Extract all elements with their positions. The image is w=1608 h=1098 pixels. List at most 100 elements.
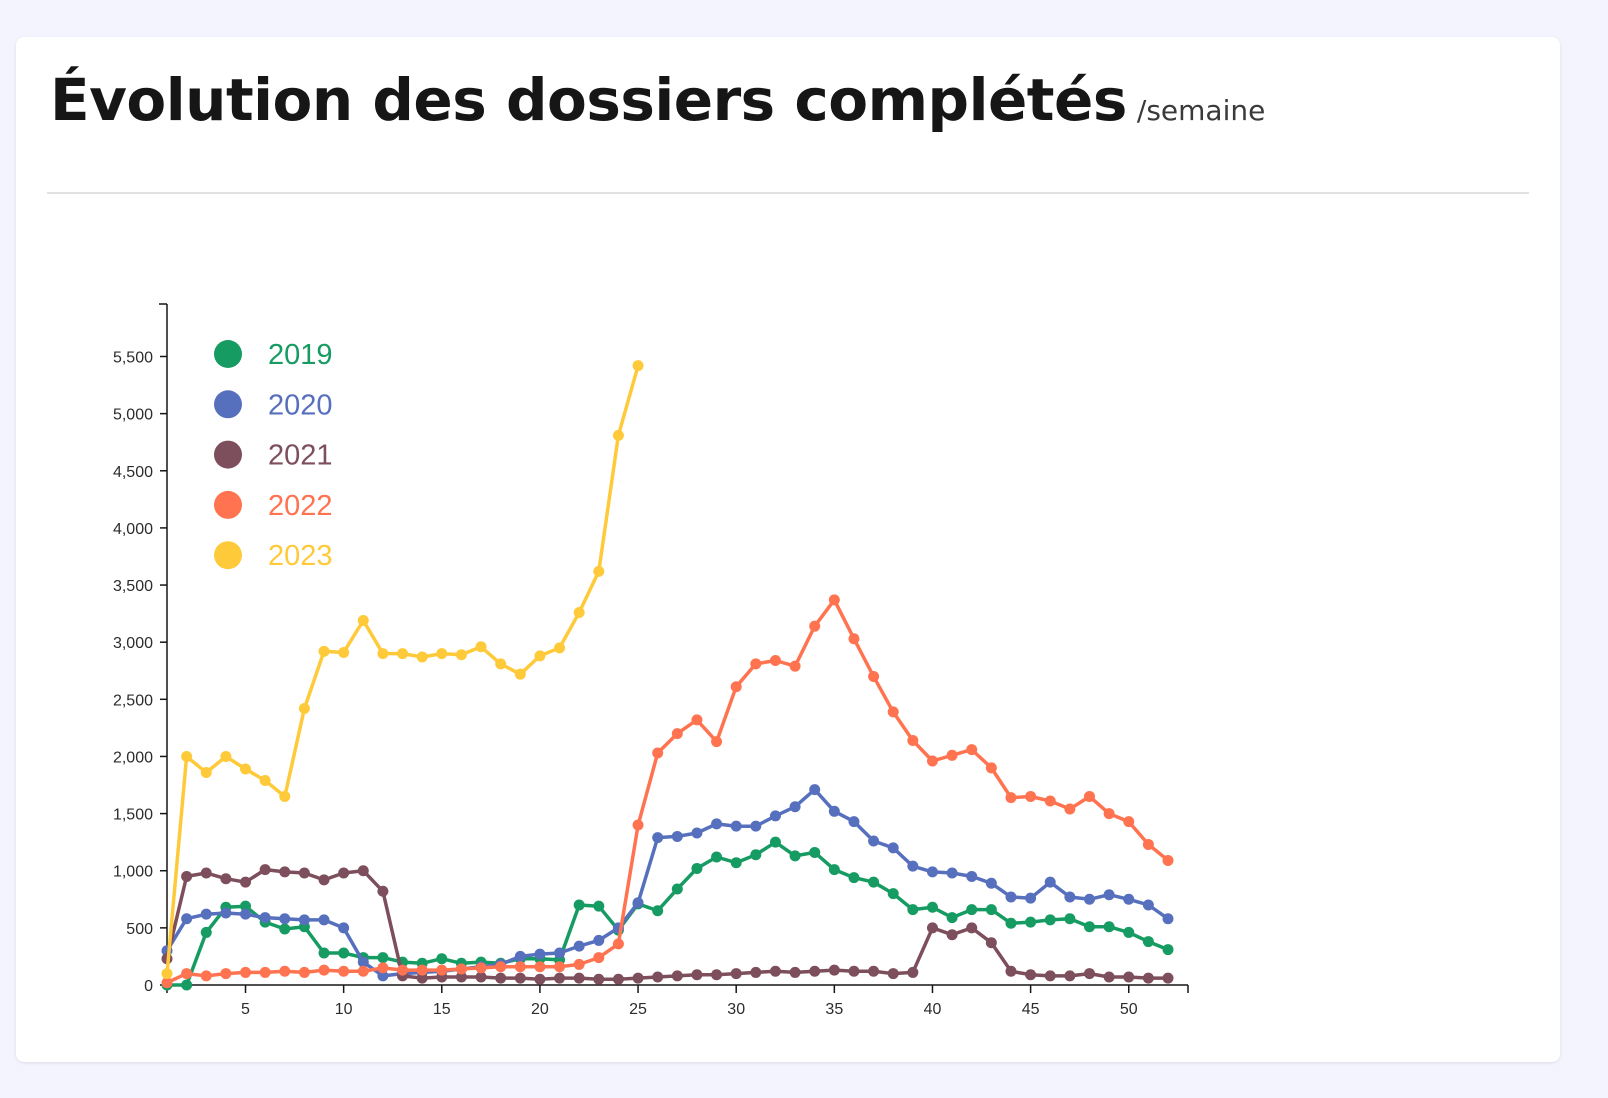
data-point-2022	[750, 658, 762, 670]
data-point-2020	[1162, 913, 1174, 925]
data-point-2021	[632, 972, 644, 984]
data-point-2019	[377, 952, 389, 964]
data-point-2020	[554, 947, 566, 959]
data-point-2020	[946, 867, 958, 879]
data-point-2019	[573, 899, 585, 911]
data-point-2019	[966, 904, 978, 916]
data-point-2022	[240, 966, 252, 978]
data-point-2022	[436, 964, 448, 976]
data-point-2019	[1044, 914, 1056, 926]
data-point-2022	[220, 968, 232, 980]
data-point-2020	[377, 970, 389, 982]
data-point-2023	[240, 763, 252, 775]
data-point-2022	[1064, 803, 1076, 815]
data-point-2022	[711, 736, 723, 748]
data-point-2020	[711, 818, 723, 830]
data-point-2022	[495, 961, 507, 973]
x-tick-label: 50	[1120, 1001, 1138, 1018]
data-point-2020	[1103, 889, 1115, 901]
data-point-2019	[338, 947, 350, 959]
data-point-2023	[298, 702, 310, 714]
x-tick-label: 5	[241, 1001, 250, 1018]
data-point-2020	[593, 934, 605, 946]
data-point-2021	[691, 969, 703, 981]
data-point-2019	[200, 926, 212, 938]
data-point-2021	[652, 971, 664, 983]
data-point-2022	[1123, 816, 1135, 828]
data-point-2021	[240, 876, 252, 888]
data-point-2019	[868, 876, 880, 888]
series-line-2021	[165, 867, 1168, 982]
data-point-2021	[1123, 971, 1135, 983]
data-point-2021	[789, 966, 801, 978]
data-point-2019	[907, 904, 919, 916]
page-title: Évolution des dossiers complétés	[50, 66, 1127, 134]
y-tick-label: 3,500	[113, 578, 153, 595]
legend-marker-2023	[214, 541, 242, 570]
data-point-2021	[475, 971, 487, 983]
data-point-2019	[848, 872, 860, 884]
data-point-2022	[985, 762, 997, 774]
data-point-2020	[789, 801, 801, 813]
legend-label-2019: 2019	[268, 339, 333, 371]
legend-marker-2019	[214, 340, 242, 368]
series-line-2019	[167, 840, 1169, 987]
data-point-2020	[1142, 899, 1154, 911]
data-point-2022	[730, 681, 742, 693]
data-point-2020	[534, 948, 546, 960]
data-point-2020	[298, 914, 310, 926]
data-point-2021	[593, 973, 605, 985]
data-point-2019	[1142, 936, 1154, 948]
data-point-2021	[711, 969, 723, 981]
data-point-2020	[926, 866, 938, 878]
data-point-2021	[181, 870, 193, 882]
data-point-2021	[1064, 970, 1076, 982]
data-point-2019	[809, 846, 821, 858]
data-point-2021	[416, 972, 428, 984]
data-point-2020	[1005, 891, 1017, 903]
data-point-2023	[397, 648, 409, 660]
data-point-2019	[652, 905, 664, 917]
data-point-2019	[1103, 921, 1115, 933]
legend-label-2023: 2023	[268, 540, 333, 572]
data-point-2023	[495, 658, 507, 670]
data-point-2019	[769, 836, 781, 848]
data-point-2021	[946, 929, 958, 941]
data-point-2019	[985, 904, 997, 916]
series-line-2020	[165, 787, 1170, 978]
data-point-2022	[1005, 792, 1017, 804]
data-point-2019	[750, 849, 762, 861]
data-point-2020	[809, 784, 821, 796]
legend-marker-2020	[214, 390, 242, 419]
data-point-2022	[475, 962, 487, 974]
data-point-2019	[1162, 944, 1174, 956]
data-point-2019	[240, 900, 252, 912]
data-point-2022	[671, 728, 683, 740]
data-point-2021	[1083, 968, 1095, 980]
data-point-2021	[220, 873, 232, 885]
data-point-2022	[769, 654, 781, 666]
data-point-2022	[259, 966, 271, 978]
data-point-2019	[671, 883, 683, 895]
data-point-2019	[926, 901, 938, 913]
y-tick-label: 5,000	[113, 407, 153, 424]
data-point-2021	[809, 965, 821, 977]
data-point-2020	[907, 860, 919, 872]
page-subtitle: /semaine	[1136, 94, 1266, 127]
data-point-2022	[907, 734, 919, 746]
y-tick-label: 2,000	[113, 749, 153, 766]
data-point-2020	[769, 810, 781, 822]
data-point-2022	[455, 963, 467, 975]
data-point-2021	[612, 973, 624, 985]
data-point-2019	[1083, 921, 1095, 933]
data-point-2023	[377, 648, 389, 660]
data-point-2023	[161, 968, 173, 980]
data-point-2020	[279, 913, 291, 925]
data-point-2021	[926, 922, 938, 934]
data-point-2021	[377, 885, 389, 897]
data-point-2019	[279, 923, 291, 935]
data-point-2020	[730, 820, 742, 832]
data-point-2021	[554, 972, 566, 984]
data-point-2019	[691, 862, 703, 874]
